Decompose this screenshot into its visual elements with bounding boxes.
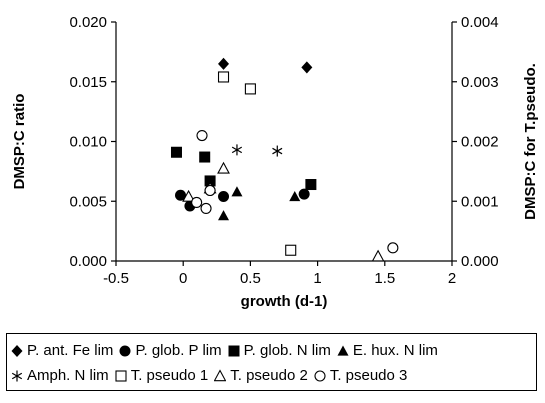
axis-ticks: -0.5 0 0.5 1 1.5 2 0.000 0.005 0.010 0.015 0.020 0.… <box>69 14 498 287</box>
x-tick-label: -0.5 <box>103 270 129 287</box>
x-tick-label: 0 <box>179 270 187 287</box>
y-tick-label: 0.010 <box>69 134 107 151</box>
legend-row: P. ant. Fe lim P. glob. P lim P. glob. N l… <box>11 338 536 363</box>
legend-marker-shape <box>11 344 23 357</box>
legend-marker-shape <box>337 345 349 356</box>
y-axis-title: DMSP:C ratio <box>11 94 28 190</box>
legend-marker-shape <box>119 345 131 356</box>
x-tick-label: 2 <box>448 270 456 287</box>
data-point <box>218 210 230 221</box>
data-point <box>218 190 230 202</box>
y2-axis-title: DMSP:C for T.pseudo. <box>522 63 539 220</box>
data-point <box>244 83 256 95</box>
legend-marker <box>214 368 227 381</box>
plot-area: -0.5 0 0.5 1 1.5 2 0.000 0.005 0.010 0.015 0.020 0.… <box>69 14 498 287</box>
data-point <box>170 146 182 158</box>
legend-entry: T. pseudo 1 <box>115 367 209 384</box>
legend-label: E. hux. N lim <box>352 342 438 359</box>
data-point <box>272 145 283 157</box>
y-tick-label: 0.000 <box>69 253 107 270</box>
data-point <box>217 71 230 83</box>
data-point <box>204 184 216 197</box>
legend-marker <box>337 345 349 356</box>
legend-row: Amph. N lim T. pseudo 1 T. pseudo 2 T. pseu… <box>11 363 536 388</box>
legend-label: Amph. N lim <box>27 367 109 384</box>
legend-entry: T. pseudo 2 <box>214 367 308 384</box>
data-point <box>231 186 243 197</box>
y2-tick-label: 0.001 <box>461 193 499 210</box>
legend-marker <box>11 344 23 357</box>
legend-label: P. glob. P lim <box>135 342 222 359</box>
data-point <box>199 151 211 163</box>
legend-marker <box>119 345 131 356</box>
data-point <box>285 244 297 256</box>
legend-label: T. pseudo 2 <box>230 367 308 384</box>
legend-label: P. glob. N lim <box>243 342 331 359</box>
y2-tick-label: 0.003 <box>461 74 499 91</box>
data-point <box>387 242 399 254</box>
data-point <box>182 189 195 202</box>
x-tick-label: 0.5 <box>240 270 261 287</box>
x-tick-label: 1.5 <box>374 270 395 287</box>
data-point <box>200 202 212 214</box>
legend-marker-shape <box>228 345 240 356</box>
data-point <box>175 189 187 201</box>
legend-label: T. pseudo 3 <box>329 367 408 384</box>
y-tick-label: 0.020 <box>69 14 107 31</box>
legend-entry: Amph. N lim <box>11 367 109 384</box>
legend-marker-shape <box>11 370 23 381</box>
legend-entry: P. ant. Fe lim <box>11 342 113 359</box>
x-axis-title: growth (d-1) <box>241 293 328 310</box>
legend-marker-shape <box>115 369 127 382</box>
data-point <box>305 179 317 191</box>
legend-entry: T. pseudo 3 <box>314 367 408 384</box>
data-point <box>301 61 313 74</box>
legend-entry: P. glob. N lim <box>228 342 331 359</box>
legend-marker <box>115 369 127 382</box>
legend-marker <box>228 345 240 356</box>
y-tick-label: 0.005 <box>69 193 107 210</box>
y2-tick-label: 0.002 <box>461 134 499 151</box>
legend-entry: P. glob. P lim <box>119 342 222 359</box>
data-point <box>217 161 230 174</box>
data-point <box>231 144 243 156</box>
legend-marker-shape <box>214 368 227 381</box>
legend-label: P. ant. Fe lim <box>27 342 114 359</box>
scatter-chart: -0.5 0 0.5 1 1.5 2 0.000 0.005 0.010 0.015 0.020 0.… <box>11 14 539 310</box>
y-tick-label: 0.015 <box>69 74 107 91</box>
x-tick-label: 1 <box>313 270 321 287</box>
legend: P. ant. Fe lim P. glob. P lim P. glob. N l… <box>6 333 537 391</box>
data-point <box>191 196 203 208</box>
data-point <box>371 249 385 262</box>
y2-tick-label: 0.004 <box>461 14 499 31</box>
legend-marker-shape <box>314 369 326 382</box>
data-point <box>196 129 208 142</box>
legend-entry: E. hux. N lim <box>337 342 438 359</box>
data-point <box>298 188 310 200</box>
data-point <box>218 57 230 70</box>
y2-tick-label: 0.000 <box>461 253 499 270</box>
legend-label: T. pseudo 1 <box>130 367 209 384</box>
data-points <box>170 57 399 262</box>
data-point <box>204 175 216 187</box>
legend-marker <box>11 370 23 381</box>
data-point <box>289 190 301 202</box>
legend-marker <box>314 369 326 382</box>
